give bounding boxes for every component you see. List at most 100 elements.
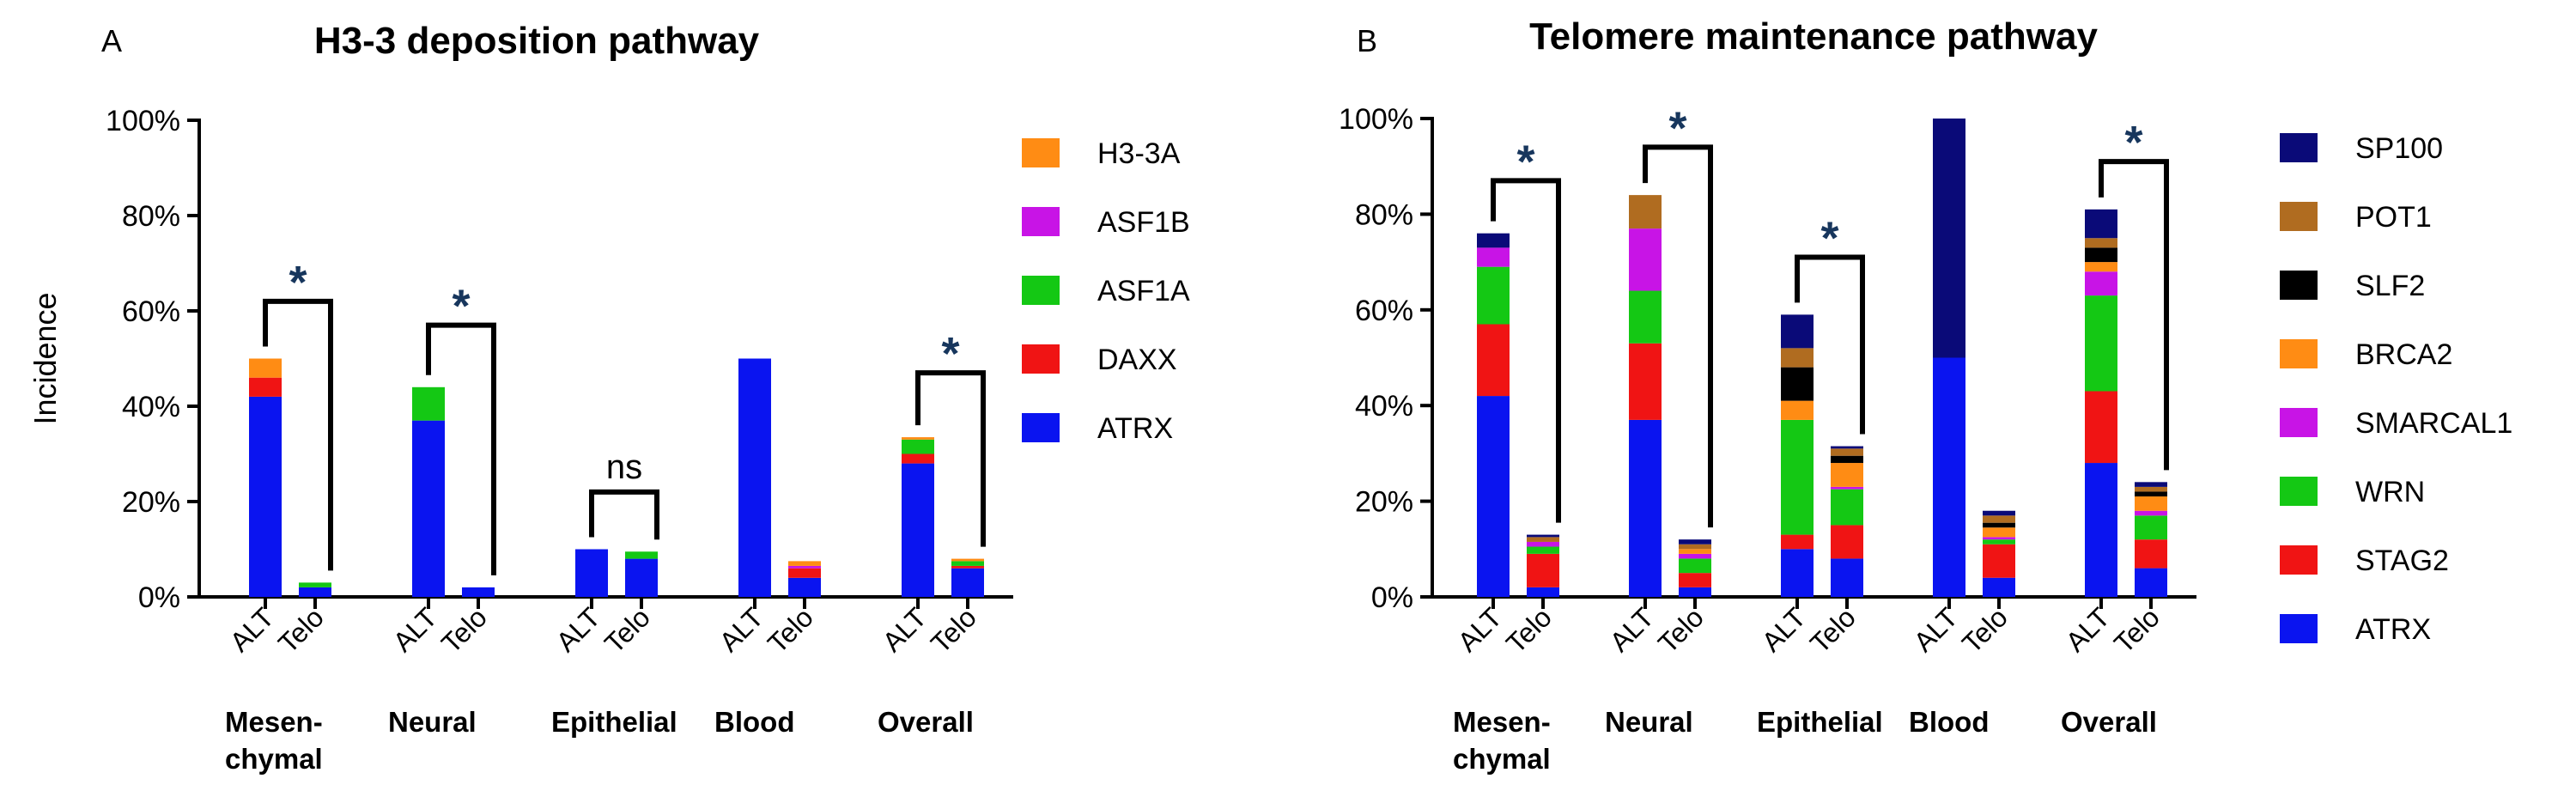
bar-segment-pot1 bbox=[1527, 537, 1559, 542]
bar-segment-smarcal1 bbox=[2085, 271, 2117, 296]
legend-swatch-h3-3a bbox=[1022, 138, 1060, 167]
legend-label-stag2: STAG2 bbox=[2355, 545, 2449, 577]
group-label: Epithelial bbox=[551, 706, 677, 738]
bar-segment-smarcal1 bbox=[1527, 541, 1559, 547]
significance-bracket bbox=[589, 489, 659, 540]
x-tick-label-alt: ALT bbox=[387, 601, 443, 657]
panel-letter: A bbox=[101, 23, 122, 58]
panel-a: A H3-3 deposition pathway 0% 20% 40% 60% 80% 10… bbox=[27, 20, 1190, 775]
bar-segment-atrx bbox=[299, 587, 331, 597]
bar-segment-h3-3a bbox=[951, 558, 984, 562]
bar-segment-sp100 bbox=[1527, 534, 1559, 538]
bar-segment-asf1a bbox=[412, 386, 445, 421]
bar-segment-atrx bbox=[462, 587, 495, 597]
legend-label-brca2: BRCA2 bbox=[2355, 338, 2452, 371]
bar-segment-atrx bbox=[625, 558, 658, 597]
bar-segment-atrx bbox=[1781, 549, 1814, 597]
bar-segment-h3-3a bbox=[902, 437, 934, 440]
bar-segment-brca2 bbox=[2135, 496, 2167, 511]
bar-segment-atrx bbox=[2135, 568, 2167, 597]
legend-label-h3-3a: H3-3A bbox=[1097, 137, 1181, 170]
bar-segment-stag2 bbox=[1831, 525, 1863, 559]
significance-star: * bbox=[1820, 213, 1838, 265]
bar-segment-daxx bbox=[249, 377, 282, 397]
bar-segment-asf1a bbox=[902, 439, 934, 454]
bar-segment-wrn bbox=[2135, 515, 2167, 540]
bar-segment-smarcal1 bbox=[2135, 510, 2167, 516]
bar-segment-atrx bbox=[2085, 463, 2117, 597]
y-tick-label: 0% bbox=[138, 581, 180, 614]
x-tick-label-telo: Telo bbox=[1500, 601, 1558, 659]
significance-bracket bbox=[2099, 159, 2169, 471]
x-tick-label-alt: ALT bbox=[224, 601, 280, 657]
bar-segment-asf1a bbox=[299, 582, 331, 587]
bar-segment-atrx bbox=[1477, 396, 1510, 597]
legend-label-asf1a: ASF1A bbox=[1097, 275, 1190, 307]
bar-segment-atrx bbox=[249, 396, 282, 597]
x-tick-label-alt: ALT bbox=[877, 601, 933, 657]
bar-segment-sp100 bbox=[1781, 314, 1814, 349]
legend-label-sp100: SP100 bbox=[2355, 132, 2443, 165]
bar-segment-smarcal1 bbox=[1477, 247, 1510, 267]
bar-segment-sp100 bbox=[1679, 539, 1711, 545]
bar-segment-asf1a bbox=[625, 551, 658, 559]
x-tick-label-telo: Telo bbox=[1804, 601, 1862, 659]
legend-swatch-slf2 bbox=[2280, 271, 2318, 300]
panel-b: B Telomere maintenance pathway 0% 20% 40% 60%… bbox=[1339, 15, 2512, 775]
significance-bracket bbox=[1795, 254, 1865, 435]
y-tick-label: 80% bbox=[1355, 198, 1413, 231]
y-tick-label: 60% bbox=[1355, 295, 1413, 327]
legend-swatch-sp100 bbox=[2280, 133, 2318, 162]
bar-segment-slf2 bbox=[1831, 455, 1863, 464]
bar-segment-brca2 bbox=[1679, 549, 1711, 554]
legend-swatch-atrx bbox=[1022, 413, 1060, 442]
group-label: Overall bbox=[878, 706, 974, 738]
y-tick-label: 100% bbox=[106, 105, 180, 137]
bar-segment-sp100 bbox=[1477, 233, 1510, 248]
legend-swatch-stag2 bbox=[2280, 545, 2318, 575]
group-label-line2: chymal bbox=[1453, 743, 1551, 775]
bar-segment-smarcal1 bbox=[1629, 228, 1662, 291]
legend-swatch-asf1b bbox=[1022, 207, 1060, 236]
bar-segment-smarcal1 bbox=[1983, 537, 2015, 540]
group-label: Neural bbox=[1605, 706, 1693, 738]
group-label: Blood bbox=[1909, 706, 1989, 738]
y-axis-label: Incidence bbox=[27, 292, 63, 424]
bar-segment-wrn bbox=[1477, 266, 1510, 325]
bar-segment-stag2 bbox=[2135, 539, 2167, 569]
bar-segment-wrn bbox=[1983, 539, 2015, 545]
bar-segment-atrx bbox=[1831, 558, 1863, 597]
bar-segment-asf1a bbox=[951, 561, 984, 566]
bar-segment-atrx bbox=[1983, 577, 2015, 597]
bar-segment-atrx bbox=[1527, 587, 1559, 597]
significance-star: * bbox=[1516, 136, 1534, 187]
bar-segment-h3-3a bbox=[788, 561, 821, 566]
x-tick-label-alt: ALT bbox=[1908, 601, 1964, 657]
y-tick-label: 100% bbox=[1339, 103, 1413, 136]
bar-segment-pot1 bbox=[1831, 448, 1863, 456]
group-label: Mesen- bbox=[1453, 706, 1551, 738]
significance-bracket bbox=[263, 298, 333, 571]
bar-segment-atrx bbox=[951, 568, 984, 597]
bar-segment-slf2 bbox=[1983, 522, 2015, 528]
bar-segment-brca2 bbox=[2085, 262, 2117, 272]
x-tick-label-alt: ALT bbox=[1756, 601, 1812, 657]
bar-segment-daxx bbox=[951, 565, 984, 569]
bar-segment-wrn bbox=[2085, 295, 2117, 392]
legend-swatch-daxx bbox=[1022, 344, 1060, 374]
chart-title: H3-3 deposition pathway bbox=[314, 20, 760, 62]
bar-segment-atrx bbox=[788, 577, 821, 597]
legend-swatch-asf1a bbox=[1022, 276, 1060, 305]
bar-segment-atrx bbox=[412, 420, 445, 597]
significance-bracket bbox=[1643, 144, 1713, 528]
x-tick-label-telo: Telo bbox=[762, 601, 819, 659]
group-label: Epithelial bbox=[1757, 706, 1883, 738]
panel-letter: B bbox=[1357, 23, 1377, 58]
bar-segment-wrn bbox=[1679, 558, 1711, 574]
significance-bracket bbox=[1491, 178, 1561, 523]
legend-swatch-smarcal1 bbox=[2280, 408, 2318, 437]
x-tick-label-telo: Telo bbox=[1652, 601, 1710, 659]
bar-segment-stag2 bbox=[1527, 553, 1559, 587]
bar-segment-smarcal1 bbox=[1679, 553, 1711, 559]
